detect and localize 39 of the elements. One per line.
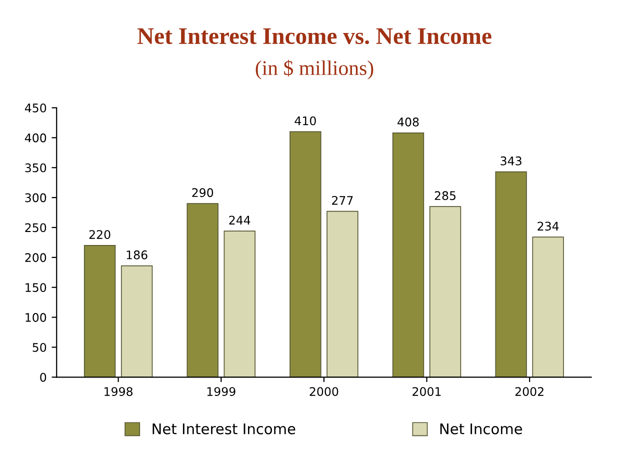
y-tick-label: 50 bbox=[32, 342, 46, 352]
x-tick-label: 2002 bbox=[515, 387, 544, 396]
data-label: 285 bbox=[434, 191, 456, 200]
bar bbox=[224, 230, 256, 378]
y-tick-label: 450 bbox=[24, 103, 46, 112]
bar bbox=[84, 245, 116, 378]
data-label: 343 bbox=[500, 156, 522, 166]
x-tick-label: 2000 bbox=[310, 387, 338, 396]
legend-label: Net Interest Income bbox=[152, 424, 296, 434]
data-label: 234 bbox=[538, 222, 559, 231]
data-label: 220 bbox=[89, 230, 110, 239]
bar bbox=[186, 203, 218, 378]
bar bbox=[495, 171, 527, 378]
chart-subtitle: (in $ millions) bbox=[256, 60, 374, 80]
x-tick-label: 2001 bbox=[412, 387, 441, 396]
data-label: 290 bbox=[192, 188, 214, 198]
x-tick-label: 1999 bbox=[207, 387, 236, 396]
chart-title: Net Interest Income vs. Net Income bbox=[137, 28, 492, 44]
y-tick-label: 400 bbox=[24, 133, 46, 142]
y-tick-label: 100 bbox=[26, 313, 46, 322]
y-tick-label: 350 bbox=[25, 163, 46, 172]
data-label: 277 bbox=[332, 196, 353, 205]
bar bbox=[532, 236, 564, 378]
data-label: 244 bbox=[229, 216, 250, 224]
y-tick-label: 250 bbox=[25, 223, 46, 232]
data-label: 186 bbox=[126, 250, 148, 260]
data-label: 408 bbox=[398, 118, 419, 126]
legend-label: Net Income bbox=[440, 424, 522, 434]
bar bbox=[429, 206, 462, 378]
y-tick-label: 300 bbox=[25, 193, 46, 202]
bar bbox=[326, 210, 358, 378]
bar bbox=[392, 132, 424, 378]
y-tick-label: 200 bbox=[25, 253, 46, 262]
x-tick-label: 1998 bbox=[104, 387, 133, 396]
y-tick-label: 0 bbox=[40, 372, 46, 382]
bar bbox=[290, 131, 322, 378]
data-label: 410 bbox=[294, 116, 316, 126]
bar bbox=[120, 265, 153, 378]
y-tick-label: 150 bbox=[26, 283, 46, 292]
